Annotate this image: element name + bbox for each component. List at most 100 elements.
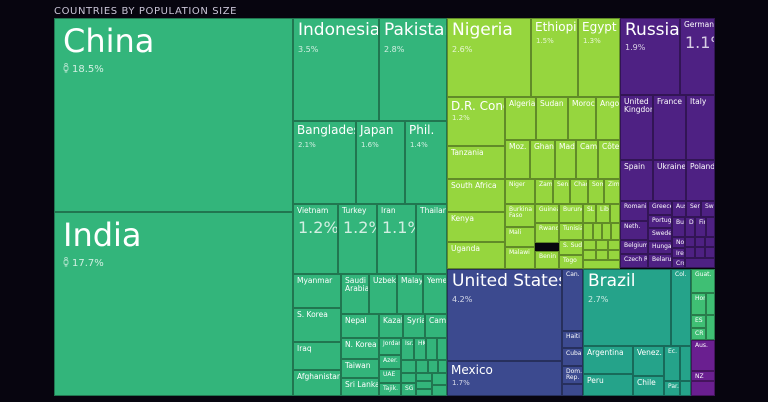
tile-af5[interactable] bbox=[611, 223, 620, 240]
tile-romania[interactable]: Romania bbox=[620, 201, 648, 221]
tile-malawi[interactable]: Malawi bbox=[505, 247, 535, 269]
tile-eu7[interactable] bbox=[705, 247, 715, 258]
tile-belarus[interactable]: Belarus bbox=[648, 254, 672, 268]
tile-venez[interactable]: Venez. bbox=[633, 346, 664, 376]
tile-italy[interactable]: Italy bbox=[686, 95, 715, 160]
tile-malay[interactable]: Malay. bbox=[397, 274, 423, 314]
tile-eu4[interactable] bbox=[705, 237, 715, 247]
tile-ca1[interactable] bbox=[706, 293, 715, 315]
tile-uk[interactable]: United Kingdom bbox=[620, 95, 653, 160]
tile-a8[interactable] bbox=[416, 373, 432, 381]
tile-af7[interactable] bbox=[596, 240, 608, 250]
tile-morocco[interactable]: Morocco bbox=[568, 97, 596, 140]
tile-sen[interactable]: Sen. bbox=[553, 179, 570, 204]
tile-cuba[interactable]: Cuba bbox=[562, 348, 583, 366]
tile-chad[interactable]: Chad bbox=[570, 179, 588, 204]
tile-iran[interactable]: Iran 1.1% bbox=[377, 204, 416, 274]
tile-a3[interactable] bbox=[401, 360, 416, 373]
tile-af2[interactable] bbox=[583, 223, 593, 240]
tile-iraq[interactable]: Iraq bbox=[293, 342, 341, 370]
tile-nz[interactable]: NZ bbox=[691, 371, 715, 381]
tile-kazak[interactable]: Kazak. bbox=[379, 314, 403, 338]
tile-uae[interactable]: UAE bbox=[379, 369, 401, 383]
tile-us[interactable]: United States 4.2% bbox=[447, 269, 562, 361]
tile-myanmar[interactable]: Myanmar bbox=[293, 274, 341, 308]
tile-oc1[interactable] bbox=[691, 381, 715, 396]
tile-kenya[interactable]: Kenya bbox=[447, 212, 505, 242]
tile-algeria[interactable]: Algeria bbox=[505, 97, 536, 140]
tile-spain[interactable]: Spain bbox=[620, 160, 653, 201]
tile-nepal[interactable]: Nepal bbox=[341, 314, 379, 338]
tile-ssudan[interactable]: S. Sudan bbox=[559, 240, 583, 255]
tile-burkina[interactable]: Burkina Faso bbox=[505, 204, 535, 227]
tile-austria[interactable]: Aus. bbox=[672, 201, 686, 217]
tile-swit[interactable]: Swit. bbox=[701, 201, 715, 217]
tile-nor[interactable]: Nor. bbox=[672, 237, 685, 248]
tile-togo[interactable]: Togo bbox=[559, 255, 583, 269]
tile-india[interactable]: India 17.7% bbox=[54, 212, 293, 396]
tile-a9[interactable] bbox=[416, 381, 432, 389]
tile-yemen[interactable]: Yemen bbox=[423, 274, 447, 314]
tile-sl[interactable]: SL bbox=[583, 204, 596, 223]
tile-benin[interactable]: Benin bbox=[535, 251, 559, 269]
tile-tunisia[interactable]: Tunisia bbox=[559, 223, 583, 240]
tile-colombia[interactable]: Col. bbox=[671, 269, 691, 346]
tile-af11[interactable] bbox=[608, 250, 620, 260]
tile-a11[interactable] bbox=[432, 373, 447, 385]
tile-mad[interactable]: Mad. bbox=[555, 140, 576, 179]
tile-es[interactable]: ES bbox=[691, 315, 706, 328]
tile-saudi[interactable]: Saudi Arabia bbox=[341, 274, 369, 314]
tile-portugal[interactable]: Portugal bbox=[648, 215, 672, 228]
tile-sg[interactable]: SG bbox=[401, 383, 416, 396]
tile-som[interactable]: Som. bbox=[588, 179, 604, 204]
tile-brazil[interactable]: Brazil 2.7% bbox=[583, 269, 671, 346]
tile-den[interactable]: De bbox=[685, 217, 695, 237]
tile-canada[interactable]: Can. bbox=[562, 269, 583, 331]
tile-a7[interactable] bbox=[401, 373, 416, 383]
tile-af9[interactable] bbox=[583, 250, 596, 260]
tile-eu2[interactable] bbox=[685, 237, 695, 247]
tile-uzbek[interactable]: Uzbek. bbox=[369, 274, 397, 314]
tile-drcongo[interactable]: D.R. Congo1.2% bbox=[447, 97, 505, 146]
tile-skorea[interactable]: S. Korea bbox=[293, 308, 341, 342]
tile-a2[interactable] bbox=[437, 338, 447, 360]
tile-af8[interactable] bbox=[608, 240, 620, 250]
tile-phil[interactable]: Phil. 1.4% bbox=[405, 121, 447, 204]
tile-a6[interactable] bbox=[438, 360, 447, 373]
tile-ethiopia[interactable]: Ethiopia 1.5% bbox=[531, 18, 578, 97]
tile-ire[interactable]: Ire. bbox=[672, 248, 685, 258]
tile-lib[interactable]: Lib. bbox=[596, 204, 610, 223]
tile-cote[interactable]: Côte. bbox=[598, 140, 620, 179]
tile-moz[interactable]: Moz. bbox=[505, 140, 530, 179]
tile-cameroon[interactable]: Cam. bbox=[576, 140, 598, 179]
tile-vietnam[interactable]: Vietnam 1.2% bbox=[293, 204, 338, 274]
tile-ecuador[interactable]: Ec. bbox=[664, 346, 680, 381]
tile-tanzania[interactable]: Tanzania bbox=[447, 146, 505, 179]
tile-af1[interactable] bbox=[610, 204, 620, 223]
tile-peru[interactable]: Peru bbox=[583, 374, 633, 396]
tile-eu1[interactable] bbox=[706, 217, 715, 237]
tile-af12[interactable] bbox=[583, 260, 620, 269]
tile-na1[interactable] bbox=[562, 384, 583, 396]
tile-a12[interactable] bbox=[432, 385, 447, 396]
tile-af4[interactable] bbox=[602, 223, 611, 240]
tile-niger[interactable]: Niger bbox=[505, 179, 535, 204]
tile-azer[interactable]: Azer. bbox=[379, 355, 401, 369]
tile-hk[interactable]: HK bbox=[414, 338, 426, 360]
tile-zim[interactable]: Zim. bbox=[604, 179, 620, 204]
tile-australia[interactable]: Aus. bbox=[691, 340, 715, 371]
tile-haiti[interactable]: Haiti bbox=[562, 331, 583, 348]
tile-france[interactable]: France bbox=[653, 95, 686, 160]
tile-chile[interactable]: Chile bbox=[633, 376, 664, 396]
tile-sweden[interactable]: Sweden bbox=[648, 228, 672, 241]
tile-serb[interactable]: Serb. bbox=[686, 201, 701, 217]
tile-hon[interactable]: Hon. bbox=[691, 293, 706, 315]
tile-ghana[interactable]: Ghana bbox=[530, 140, 555, 179]
tile-eu6[interactable] bbox=[695, 247, 705, 258]
tile-mali[interactable]: Mali bbox=[505, 227, 535, 247]
tile-russia[interactable]: Russia 1.9% bbox=[620, 18, 680, 95]
tile-sa1[interactable] bbox=[680, 346, 691, 381]
tile-turkey[interactable]: Turkey 1.2% bbox=[338, 204, 377, 274]
tile-eu5[interactable] bbox=[685, 247, 695, 258]
tile-tajik[interactable]: Tajik. bbox=[379, 383, 401, 396]
